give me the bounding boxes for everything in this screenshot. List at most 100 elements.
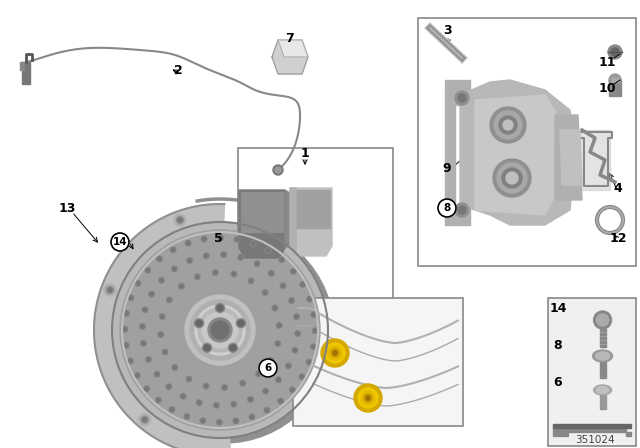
Circle shape — [181, 395, 185, 398]
Polygon shape — [278, 40, 308, 57]
Text: 5: 5 — [214, 232, 222, 245]
Circle shape — [156, 397, 161, 403]
Circle shape — [196, 400, 202, 405]
Circle shape — [180, 284, 183, 288]
Ellipse shape — [593, 385, 612, 395]
Circle shape — [173, 366, 177, 369]
Circle shape — [139, 414, 151, 426]
Polygon shape — [94, 204, 231, 448]
Circle shape — [279, 257, 284, 263]
Circle shape — [169, 407, 175, 412]
Circle shape — [364, 394, 372, 402]
Polygon shape — [292, 190, 330, 228]
Text: 11: 11 — [598, 56, 616, 69]
Circle shape — [255, 262, 259, 266]
Circle shape — [141, 325, 144, 328]
Circle shape — [135, 280, 141, 286]
Circle shape — [204, 345, 210, 351]
Circle shape — [234, 237, 240, 242]
Circle shape — [289, 387, 295, 392]
Circle shape — [157, 398, 160, 402]
Circle shape — [249, 279, 253, 283]
Bar — [548, 298, 636, 446]
Circle shape — [230, 345, 236, 351]
Circle shape — [231, 271, 237, 277]
Circle shape — [293, 349, 297, 352]
Text: 14: 14 — [113, 237, 127, 247]
Circle shape — [197, 401, 201, 405]
Ellipse shape — [112, 222, 328, 438]
Text: 1: 1 — [301, 146, 309, 159]
Circle shape — [307, 359, 312, 365]
Ellipse shape — [202, 312, 238, 348]
Circle shape — [172, 248, 175, 252]
Circle shape — [127, 358, 133, 364]
Circle shape — [178, 218, 182, 222]
Circle shape — [125, 344, 128, 347]
Circle shape — [147, 358, 150, 361]
Text: 6: 6 — [264, 363, 271, 373]
Circle shape — [195, 275, 199, 279]
Circle shape — [609, 74, 621, 86]
Circle shape — [266, 248, 271, 253]
Circle shape — [248, 396, 253, 402]
Ellipse shape — [596, 387, 609, 393]
Circle shape — [160, 279, 163, 282]
Circle shape — [238, 320, 244, 326]
Circle shape — [233, 418, 239, 424]
Circle shape — [186, 241, 190, 245]
Bar — [553, 424, 631, 428]
Circle shape — [204, 383, 209, 389]
Text: 12: 12 — [609, 232, 627, 245]
Circle shape — [276, 342, 280, 345]
Circle shape — [129, 296, 132, 300]
Circle shape — [275, 167, 281, 173]
Polygon shape — [460, 80, 575, 225]
Circle shape — [331, 349, 339, 357]
Circle shape — [217, 305, 223, 311]
Circle shape — [273, 165, 283, 175]
Circle shape — [231, 401, 237, 407]
Circle shape — [277, 324, 281, 327]
Polygon shape — [555, 115, 582, 200]
Circle shape — [361, 391, 375, 405]
Circle shape — [161, 315, 164, 319]
Circle shape — [240, 380, 246, 386]
Circle shape — [307, 296, 312, 302]
Circle shape — [129, 359, 132, 363]
Circle shape — [268, 271, 274, 276]
Ellipse shape — [114, 223, 334, 443]
Text: 8: 8 — [554, 339, 563, 352]
Circle shape — [287, 364, 290, 368]
Circle shape — [146, 357, 151, 362]
Circle shape — [252, 242, 255, 246]
Circle shape — [166, 384, 172, 389]
Circle shape — [143, 418, 147, 422]
Circle shape — [170, 247, 176, 253]
Circle shape — [256, 371, 261, 377]
Circle shape — [219, 236, 223, 240]
Circle shape — [236, 319, 245, 327]
Text: 6: 6 — [554, 375, 563, 388]
Circle shape — [195, 319, 204, 327]
Ellipse shape — [503, 120, 513, 130]
Circle shape — [159, 333, 163, 336]
Circle shape — [159, 277, 164, 283]
Circle shape — [184, 414, 189, 419]
Circle shape — [228, 343, 237, 352]
Circle shape — [186, 376, 192, 382]
Circle shape — [222, 253, 225, 256]
Circle shape — [134, 373, 140, 378]
Circle shape — [325, 343, 345, 363]
Bar — [611, 78, 619, 82]
Circle shape — [203, 343, 212, 352]
Circle shape — [241, 381, 244, 385]
Circle shape — [296, 332, 300, 336]
Circle shape — [264, 407, 269, 413]
Ellipse shape — [502, 168, 522, 188]
Circle shape — [321, 339, 349, 367]
Circle shape — [248, 398, 252, 401]
Circle shape — [269, 271, 273, 275]
Text: 4: 4 — [614, 181, 622, 194]
Circle shape — [264, 389, 268, 393]
